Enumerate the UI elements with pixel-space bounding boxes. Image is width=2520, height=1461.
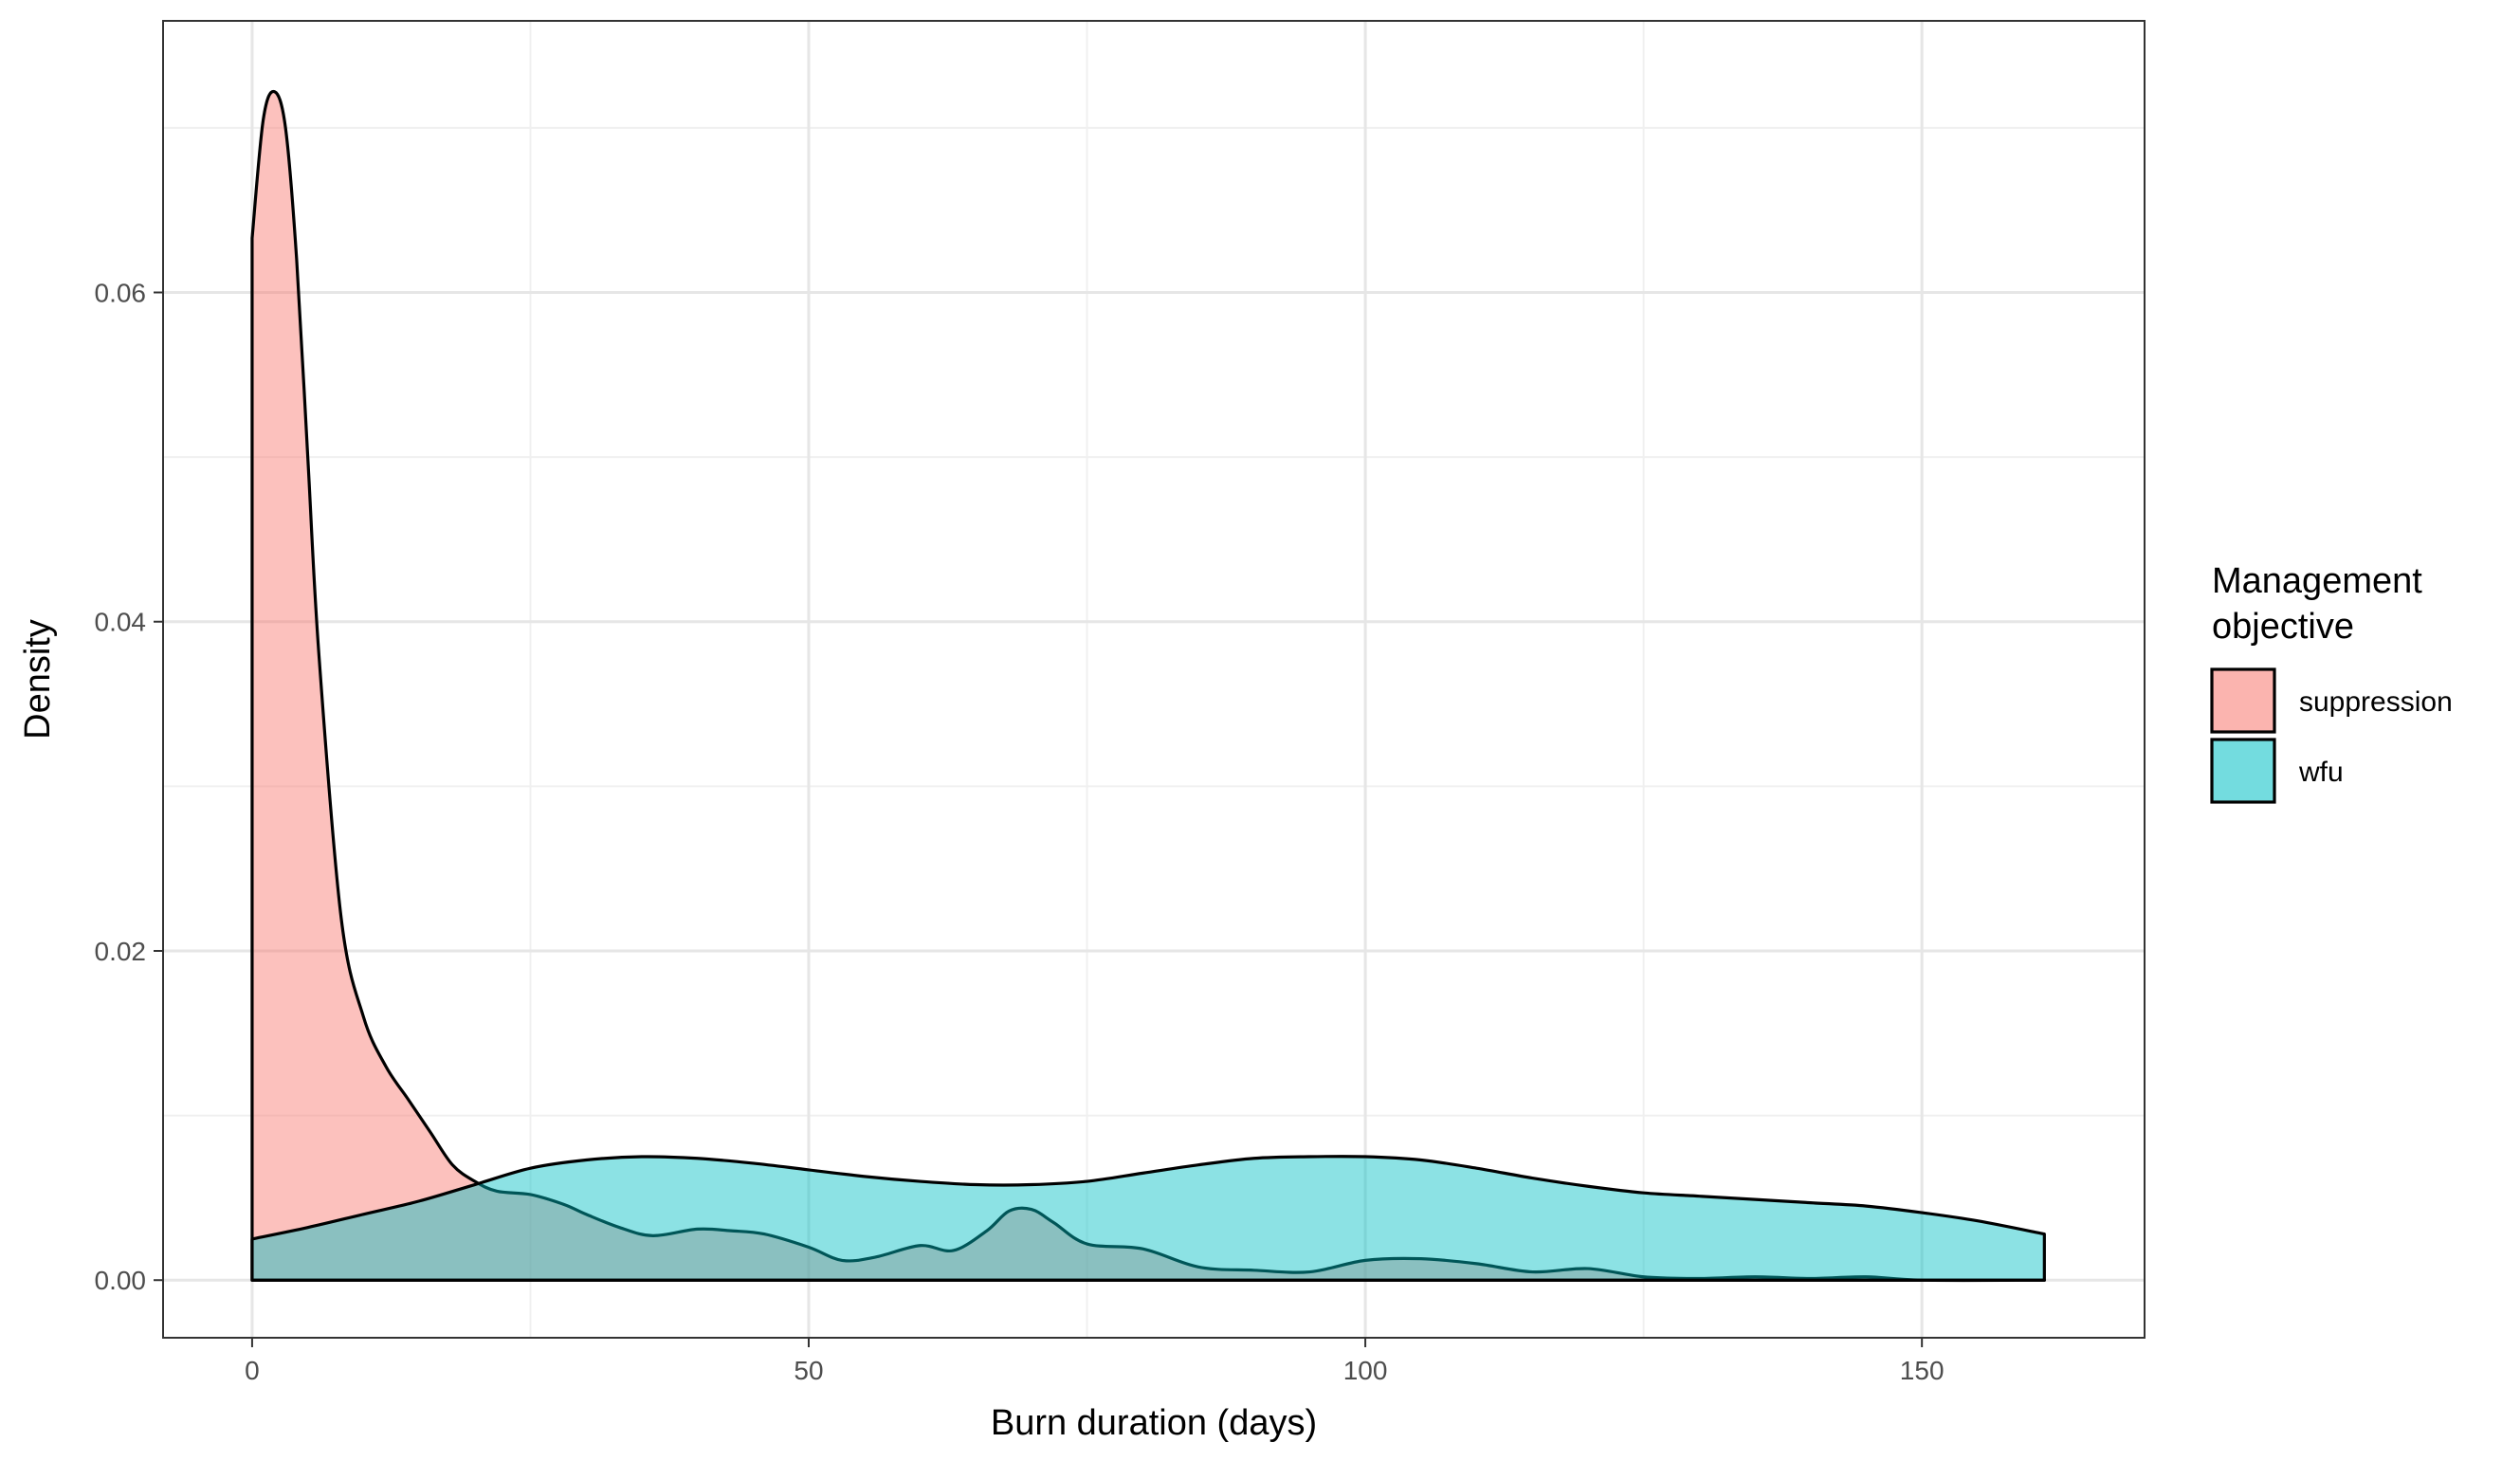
density-area-suppression <box>250 89 2046 1283</box>
x-tick-label: 50 <box>794 1356 823 1385</box>
y-tick-label: 0.02 <box>95 937 147 966</box>
x-axis: 0 50 100 150 <box>245 1338 1945 1385</box>
x-axis-title: Burn duration (days) <box>991 1403 1317 1443</box>
y-tick-label: 0.00 <box>95 1266 147 1295</box>
panel-border <box>162 20 2146 1339</box>
density-area-wfu <box>250 1155 2046 1282</box>
legend-title-line-1: Management <box>2212 561 2422 601</box>
legend: Management objective suppression wfu <box>2210 561 2453 804</box>
legend-label-wfu: wfu <box>2298 757 2344 788</box>
y-axis-title: Density <box>18 619 58 740</box>
legend-title-line-2: objective <box>2212 607 2354 647</box>
x-tick-label: 150 <box>1900 1356 1945 1385</box>
y-axis: 0.00 0.02 0.04 0.06 <box>95 278 163 1295</box>
series-layer <box>250 89 2046 1283</box>
legend-key-suppression <box>2210 667 2276 734</box>
x-tick-label: 0 <box>245 1356 260 1385</box>
y-tick-label: 0.06 <box>95 278 147 307</box>
x-tick-label: 100 <box>1343 1356 1388 1385</box>
legend-label-suppression: suppression <box>2299 686 2453 718</box>
y-tick-label: 0.04 <box>95 608 147 637</box>
grid-minor <box>163 21 2145 1338</box>
legend-key-wfu <box>2210 738 2276 804</box>
